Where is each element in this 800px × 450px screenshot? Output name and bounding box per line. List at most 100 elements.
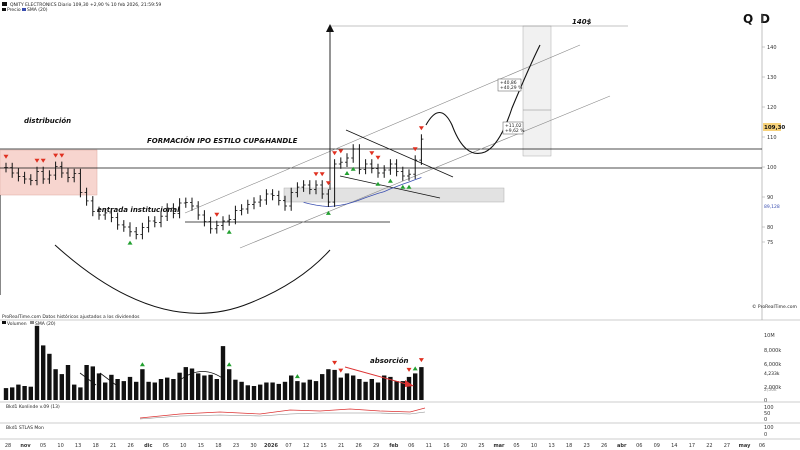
volume-bar <box>233 379 238 400</box>
time-tick-label: 10 <box>531 443 537 449</box>
price-tick-label: 90 <box>767 195 773 201</box>
logo-d[interactable]: D <box>760 12 770 26</box>
price-axis: 75 80 90 100 110 120 130 140 <box>762 45 777 246</box>
time-tick-label: 20 <box>461 443 467 449</box>
chart-title: QNITY ELECTRONICS Diario 109,30 +2,90 % … <box>10 2 161 8</box>
volume-axis: 10M 8,000k 6,000k 2,000k 0 <box>764 333 781 404</box>
price-bars <box>4 134 424 240</box>
volume-bar <box>326 369 331 400</box>
logo-q[interactable]: Q <box>743 12 753 26</box>
time-tick-label: 2026 <box>264 443 278 449</box>
handle-info-line1: +11,02 <box>505 123 522 129</box>
current-price-label: 109,30 <box>764 125 785 131</box>
price-legend: Precio <box>7 7 21 13</box>
time-tick-label: 16 <box>443 443 449 449</box>
volume-bar <box>90 366 95 400</box>
measured-move-arrowhead <box>326 24 334 32</box>
volume-bar <box>140 369 145 400</box>
volume-sell-arrow-icon <box>338 368 344 373</box>
volume-bar <box>313 381 319 400</box>
ind2-tick-100: 100 <box>764 425 774 431</box>
volume-sell-arrow-icon <box>332 360 338 365</box>
volume-bar <box>28 386 33 400</box>
time-tick-label: 05 <box>40 443 46 449</box>
buy-arrow-icon <box>400 184 406 189</box>
buy-arrow-icon <box>226 229 232 234</box>
target-zone <box>522 25 552 157</box>
current-price-badge <box>763 123 781 131</box>
sell-arrow-icon <box>369 151 375 156</box>
price-legend-icon <box>2 8 6 11</box>
volume-bar <box>134 381 139 400</box>
volume-bar <box>239 381 244 400</box>
time-tick-label: 26 <box>601 443 607 449</box>
volume-sell-arrow-icon <box>406 367 412 372</box>
site-credit: © ProRealTime.com <box>752 303 797 310</box>
sell-arrow-icon <box>325 181 331 186</box>
time-tick-label: 05 <box>513 443 519 449</box>
sell-arrow-icon <box>34 158 40 163</box>
time-tick-label: 23 <box>233 443 239 449</box>
buy-arrow-icon <box>344 171 350 175</box>
target-info-line1: +40,86 <box>500 80 517 86</box>
signal-arrows <box>3 126 424 245</box>
time-tick-label: 07 <box>285 443 291 449</box>
volume-buy-arrow-icon <box>139 362 145 367</box>
volume-sma-legend-icon <box>30 321 34 324</box>
time-tick-label: 29 <box>373 443 379 449</box>
time-tick-label: mar <box>493 443 505 449</box>
volume-trend-1 <box>79 372 97 386</box>
time-tick-label: 10 <box>57 443 63 449</box>
volume-bar <box>282 381 288 400</box>
ind1-tick-100: 100 <box>764 405 774 411</box>
sma-20-line <box>303 177 422 208</box>
sell-arrow-icon <box>332 151 338 156</box>
time-tick-label: 26 <box>356 443 362 449</box>
time-tick-label: 05 <box>163 443 169 449</box>
volume-bar <box>171 379 176 400</box>
flag-upper <box>345 129 454 178</box>
volume-bar <box>208 374 213 400</box>
volume-absorption-arrowhead <box>405 380 414 387</box>
volume-tick-label: 10M <box>764 333 775 339</box>
volume-bar <box>406 376 412 400</box>
time-tick-label: feb <box>389 443 399 449</box>
volume-bar <box>165 377 170 400</box>
time-tick-label: 15 <box>320 443 326 449</box>
time-tick-label: 13 <box>548 443 554 449</box>
volume-bar <box>400 381 405 400</box>
volume-tick-label: 8,000k <box>764 348 781 354</box>
time-tick-label: 18 <box>93 443 99 449</box>
sell-arrow-icon <box>53 153 59 158</box>
time-tick-label: 22 <box>706 443 712 449</box>
price-tick-label: 140 <box>767 45 777 51</box>
volume-bar <box>47 353 52 400</box>
volume-bar <box>109 374 114 400</box>
price-tick-label: 130 <box>767 75 777 81</box>
volume-bar <box>332 369 337 400</box>
time-tick-label: 26 <box>128 443 134 449</box>
time-tick-label: 30 <box>250 443 256 449</box>
target-info-box <box>497 78 522 92</box>
volume-arc <box>179 371 226 381</box>
sell-arrow-icon <box>412 147 418 152</box>
absorption-label: absorción <box>370 357 409 365</box>
time-tick-label: 15 <box>198 443 204 449</box>
volume-bar <box>363 381 368 400</box>
volume-bar <box>301 382 306 400</box>
distribution-zone <box>0 149 98 196</box>
volume-bar <box>41 345 46 400</box>
time-tick-label: may <box>739 443 751 449</box>
header-bar <box>0 0 800 13</box>
volume-bar <box>413 373 418 400</box>
buy-arrow-icon <box>127 240 133 245</box>
ind1-tick-50: 50 <box>764 411 770 417</box>
institutional-entry-label: entrada institucional <box>97 206 180 214</box>
price-tick-label: 100 <box>767 165 777 171</box>
volume-bar <box>258 384 263 400</box>
volume-bar <box>338 377 343 400</box>
time-axis: 28 nov 05 10 13 18 21 26 dic 05 10 15 18 23 30 2026 07 12… <box>5 443 765 449</box>
volume-bar <box>189 368 195 400</box>
volume-sma-label: 2,50k <box>764 387 777 393</box>
buy-arrow-icon <box>406 184 412 189</box>
